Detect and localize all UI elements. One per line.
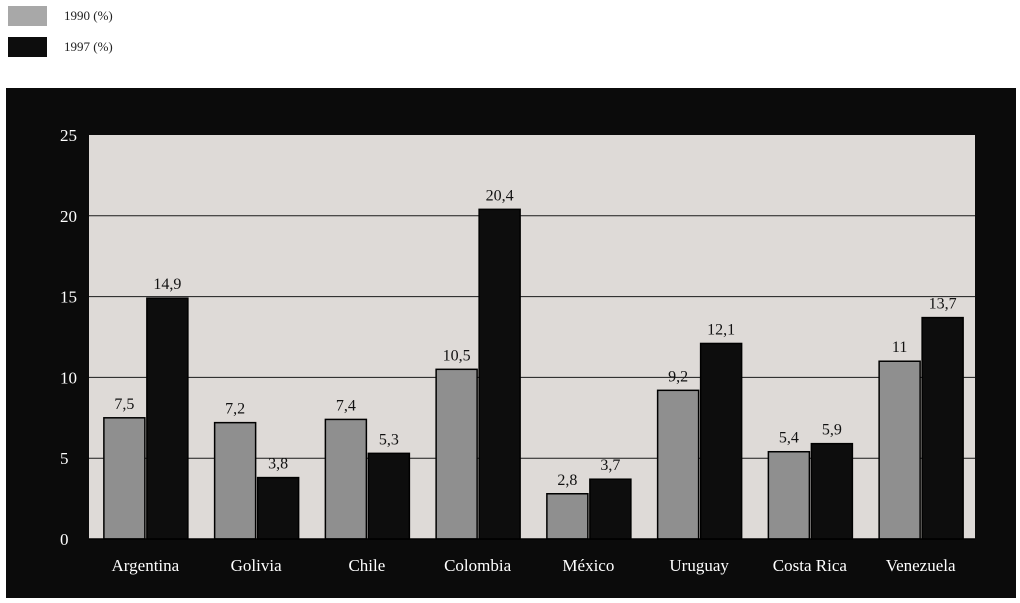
bar-1997 (699, 342, 743, 540)
bar-1997 (478, 208, 521, 540)
value-label-1990: 7,5 (114, 396, 134, 413)
bar-1990 (767, 450, 811, 540)
value-label-1990: 11 (892, 339, 907, 356)
bar-1990 (546, 493, 589, 540)
chart-legend: 1990 (%) 1997 (%) (8, 6, 113, 68)
bar-1997 (146, 297, 189, 540)
y-tick-label: 10 (60, 368, 77, 387)
x-tick-label: Golivia (231, 556, 282, 575)
value-label-1990: 2,8 (557, 472, 577, 489)
value-label-1997: 13,7 (929, 296, 957, 313)
value-label-1997: 12,1 (707, 321, 735, 338)
value-label-1997: 20,4 (486, 187, 514, 204)
y-tick-label: 20 (60, 207, 77, 226)
legend-swatch-1997 (8, 37, 47, 57)
x-tick-label: Costa Rica (773, 556, 848, 575)
y-tick-label: 15 (60, 288, 77, 307)
bar-1990 (213, 421, 257, 540)
legend-item-1997: 1997 (%) (8, 37, 113, 57)
bar-1997 (589, 478, 632, 540)
bar-1990 (656, 389, 700, 540)
legend-swatch-1990 (8, 6, 47, 26)
value-label-1997: 14,9 (153, 276, 181, 293)
value-label-1990: 7,2 (225, 401, 245, 418)
y-tick-label: 0 (60, 530, 69, 549)
x-tick-label: Venezuela (886, 556, 956, 575)
value-label-1990: 5,4 (779, 430, 799, 447)
x-tick-label: Uruguay (669, 556, 729, 575)
bar-1997 (367, 452, 411, 540)
value-label-1990: 9,2 (668, 368, 688, 385)
bar-1990 (878, 360, 921, 540)
bar-chart: 0 5 10 15 20 25 7,5 14,9 Argentina 7,2 3,8 Golivia 7… (60, 126, 975, 575)
chart-panel: 0 5 10 15 20 25 7,5 14,9 Argentina 7,2 3,8 Golivia 7… (6, 88, 1016, 598)
bar-1990 (324, 418, 368, 540)
value-label-1997: 3,7 (600, 457, 620, 474)
bar-1997 (921, 316, 964, 540)
value-label-1990: 7,4 (336, 397, 356, 414)
x-tick-label: Chile (348, 556, 385, 575)
x-tick-label: México (562, 556, 614, 575)
legend-label-1997: 1997 (%) (64, 39, 113, 54)
legend-label-1990: 1990 (%) (64, 8, 113, 23)
value-label-1997: 5,3 (379, 431, 399, 448)
bar-1990 (103, 417, 146, 540)
value-label-1997: 5,9 (822, 422, 842, 439)
y-tick-label: 5 (60, 449, 69, 468)
bar-1997 (810, 442, 854, 540)
value-label-1990: 10,5 (443, 347, 471, 364)
value-label-1997: 3,8 (268, 456, 288, 473)
x-tick-label: Colombia (444, 556, 512, 575)
legend-item-1990: 1990 (%) (8, 6, 113, 26)
x-tick-label: Argentina (112, 556, 180, 575)
bar-1990 (435, 368, 478, 540)
bar-1997 (256, 476, 300, 540)
y-tick-label: 25 (60, 126, 77, 145)
